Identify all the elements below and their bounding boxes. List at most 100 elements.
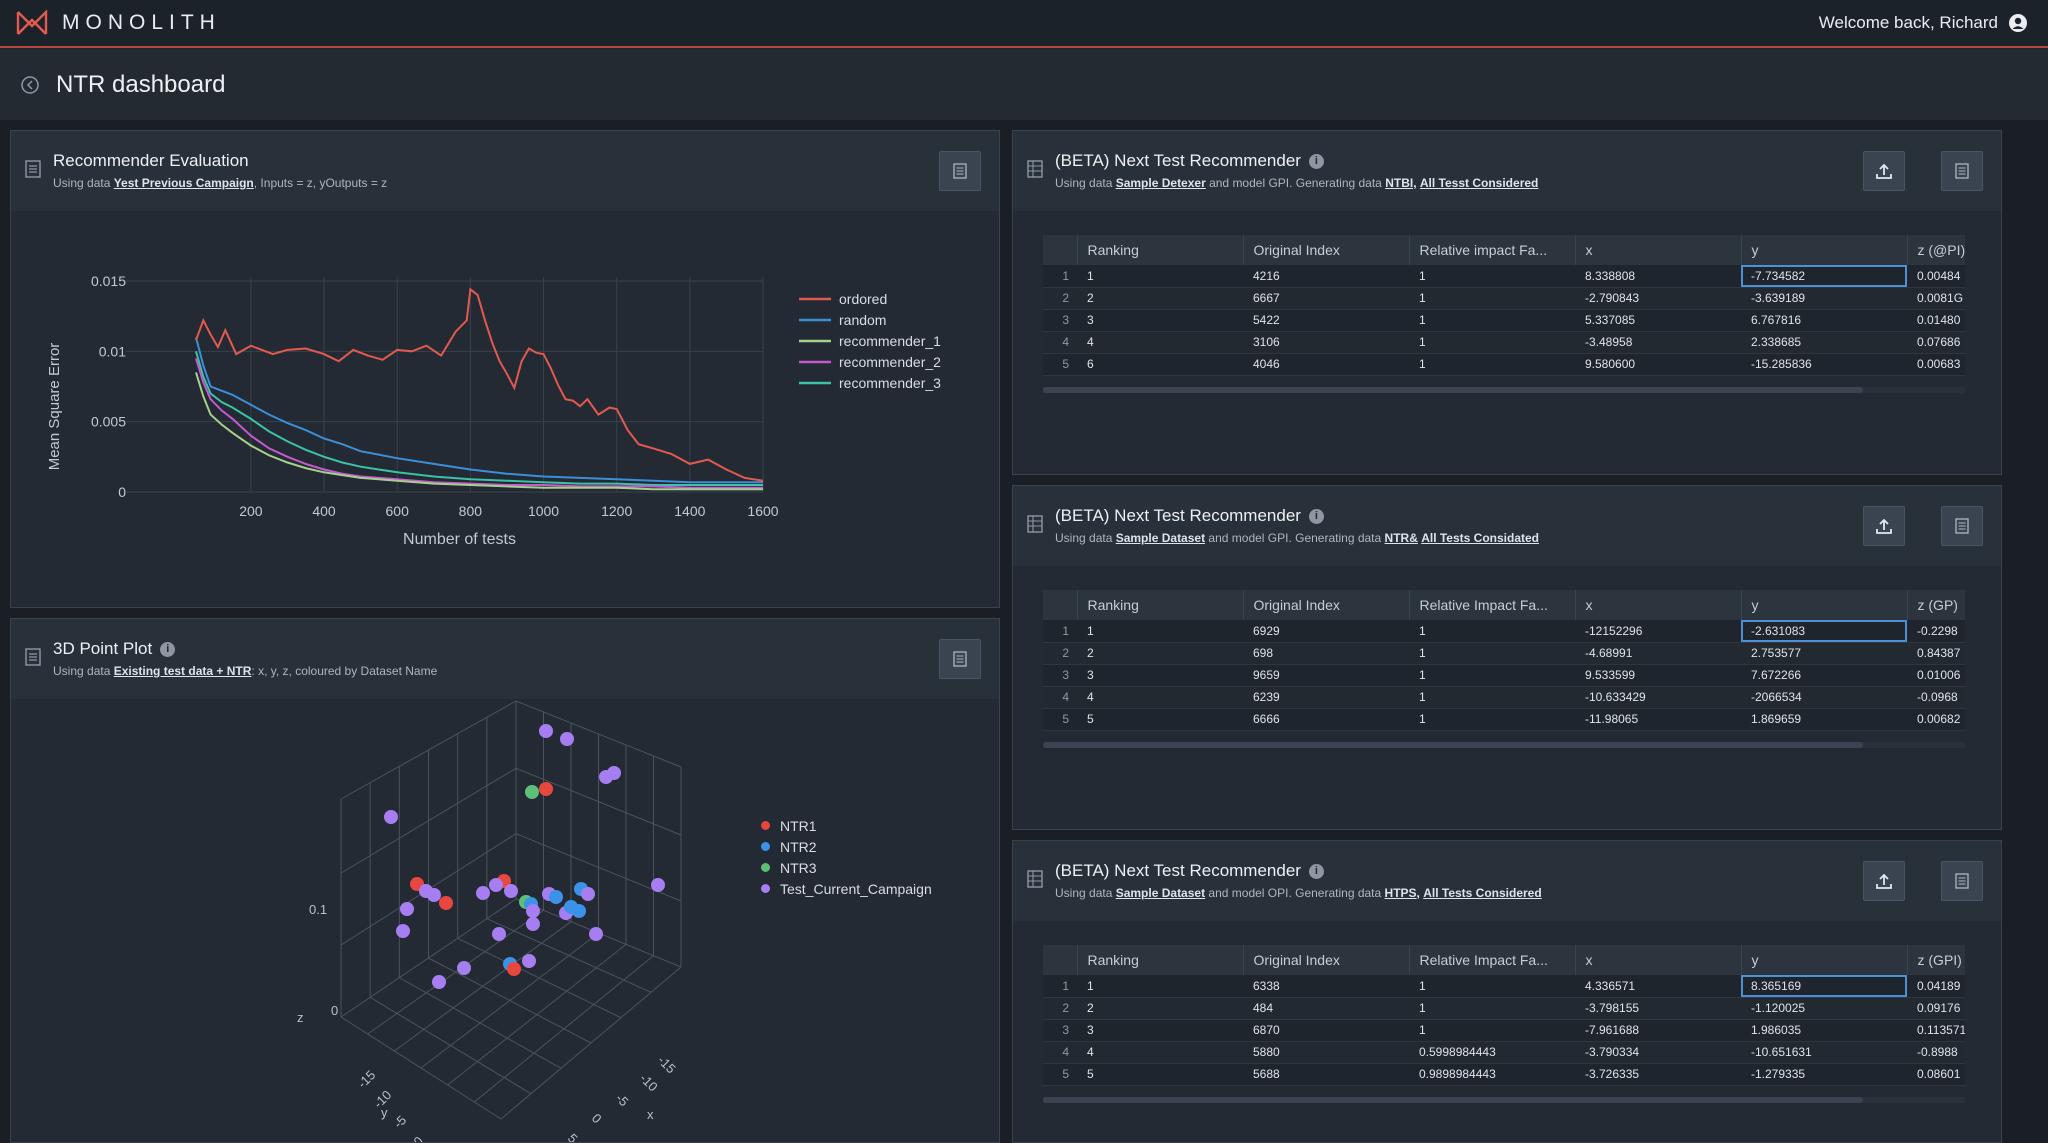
table-cell[interactable]: 5688 [1243, 1063, 1409, 1086]
table-cell[interactable]: -15.285836 [1741, 353, 1907, 376]
info-icon[interactable]: i [160, 641, 176, 657]
horizontal-scrollbar[interactable] [1043, 1097, 1965, 1103]
table-cell[interactable]: 1 [1409, 309, 1575, 332]
table-cell[interactable]: 0.04189 [1907, 975, 1965, 998]
table-cell[interactable]: 484 [1243, 997, 1409, 1020]
table-cell[interactable]: 0.5998984443 [1409, 1041, 1575, 1064]
table-cell[interactable]: 6.767816 [1741, 309, 1907, 332]
table-row[interactable]: 2 2 484 1 -3.798155 -1.120025 0.09176 [1043, 997, 1965, 1020]
table-cell[interactable]: -3.639189 [1741, 287, 1907, 310]
table-cell[interactable]: 9.580600 [1575, 353, 1741, 376]
table-cell[interactable]: 8.338808 [1575, 265, 1741, 288]
table-cell[interactable]: 1 [1077, 975, 1243, 998]
table-cell[interactable]: 5422 [1243, 309, 1409, 332]
table-cell[interactable]: -1.120025 [1741, 997, 1907, 1020]
table-cell[interactable]: -3.726335 [1575, 1063, 1741, 1086]
table-row[interactable]: 4 4 3106 1 -3.48958 2.338685 0.07686 [1043, 331, 1965, 354]
table-row[interactable]: 2 2 6667 1 -2.790843 -3.639189 0.0081G [1043, 287, 1965, 310]
output-link[interactable]: HTPS, [1384, 886, 1420, 900]
dataset-link[interactable]: Yest Previous Campaign [113, 176, 254, 190]
table-cell[interactable]: 3106 [1243, 331, 1409, 354]
table-cell[interactable]: 5 [1077, 1063, 1243, 1086]
back-icon[interactable] [20, 75, 40, 95]
column-header[interactable]: y [1741, 590, 1908, 620]
table-cell[interactable]: 2.753577 [1741, 642, 1907, 665]
table-cell[interactable]: 9.533599 [1575, 664, 1741, 687]
table-cell[interactable]: -12152296 [1575, 620, 1741, 643]
table-cell[interactable]: 0.1135711 [1907, 1019, 1965, 1042]
column-header[interactable]: Relative Impact Fa... [1409, 590, 1576, 620]
table-cell[interactable]: 4.336571 [1575, 975, 1741, 998]
table-cell[interactable]: -11.98065 [1575, 708, 1741, 731]
table-cell[interactable]: 2 [1077, 642, 1243, 665]
table-cell[interactable]: -4.68991 [1575, 642, 1741, 665]
table-cell[interactable]: 0.09176 [1907, 997, 1965, 1020]
table-row[interactable]: 4 4 6239 1 -10.633429 -2066534 -0.0968 [1043, 686, 1965, 709]
table-cell[interactable]: 0.01006 [1907, 664, 1965, 687]
column-header[interactable]: x [1575, 235, 1742, 265]
table-row[interactable]: 1 1 6929 1 -12152296 -2.631083 -0.2298 [1043, 620, 1965, 643]
table-cell[interactable]: 0.9898984443 [1409, 1063, 1575, 1086]
table-cell[interactable]: 5 [1077, 708, 1243, 731]
table-cell[interactable]: 5880 [1243, 1041, 1409, 1064]
scatter-point[interactable] [427, 888, 441, 902]
dataset-link[interactable]: Sample Dataset [1115, 531, 1206, 545]
scatter-point[interactable] [396, 924, 410, 938]
table-cell[interactable]: -3.790334 [1575, 1041, 1741, 1064]
dataset-link[interactable]: Sample Dataset [1115, 886, 1206, 900]
table-cell[interactable]: 1 [1409, 997, 1575, 1020]
report-button[interactable] [1941, 506, 1983, 546]
table-cell[interactable]: 6239 [1243, 686, 1409, 709]
table-cell[interactable]: 1.869659 [1741, 708, 1907, 731]
table-cell[interactable]: 1 [1409, 265, 1575, 288]
table-cell[interactable]: -0.8988 [1907, 1041, 1965, 1064]
table-row[interactable]: 1 1 6338 1 4.336571 8.365169 0.04189 [1043, 975, 1965, 998]
scatter-point[interactable] [607, 766, 621, 780]
column-header[interactable]: z (@PI) [1907, 235, 1965, 265]
table-cell[interactable]: -2.790843 [1575, 287, 1741, 310]
scatter-point[interactable] [439, 896, 453, 910]
scatter-point[interactable] [539, 782, 553, 796]
table-cell[interactable]: -2.631083 [1741, 620, 1907, 643]
report-button[interactable] [939, 639, 981, 679]
table-cell[interactable]: -10.633429 [1575, 686, 1741, 709]
scatter-point[interactable] [476, 886, 490, 900]
table-cell[interactable]: 6929 [1243, 620, 1409, 643]
export-button[interactable] [1863, 861, 1905, 901]
column-header[interactable]: z (GP) [1907, 590, 1965, 620]
table-cell[interactable]: 3 [1077, 309, 1243, 332]
table-cell[interactable]: -3.48958 [1575, 331, 1741, 354]
scrollbar-thumb[interactable] [1043, 387, 1863, 393]
legend-item[interactable]: NTR3 [761, 857, 932, 878]
table-cell[interactable]: 2.338685 [1741, 331, 1907, 354]
report-button[interactable] [1941, 151, 1983, 191]
output-link[interactable]: NTR& [1384, 531, 1418, 545]
table-cell[interactable]: 6666 [1243, 708, 1409, 731]
info-icon[interactable]: i [1308, 153, 1324, 169]
scatter-point[interactable] [492, 927, 506, 941]
table-cell[interactable]: 4 [1077, 1041, 1243, 1064]
scatter-point[interactable] [400, 902, 414, 916]
table-cell[interactable]: 0.08601 [1907, 1063, 1965, 1086]
scatter-point[interactable] [526, 904, 540, 918]
scatter-point[interactable] [549, 890, 563, 904]
report-button[interactable] [1941, 861, 1983, 901]
table-cell[interactable]: 0.00484 [1907, 265, 1965, 288]
table-cell[interactable]: -3.798155 [1575, 997, 1741, 1020]
user-avatar-icon[interactable] [2008, 13, 2028, 33]
table-cell[interactable]: 698 [1243, 642, 1409, 665]
table-cell[interactable]: 1 [1077, 620, 1243, 643]
dataset-link[interactable]: Existing test data + NTR [113, 664, 252, 678]
info-icon[interactable]: i [1308, 863, 1324, 879]
table-row[interactable]: 4 4 5880 0.5998984443 -3.790334 -10.651631 -0.… [1043, 1041, 1965, 1064]
column-header[interactable]: Ranking [1077, 590, 1244, 620]
column-header[interactable]: z (GPI) [1907, 945, 1965, 975]
table-cell[interactable]: 1 [1409, 664, 1575, 687]
report-button[interactable] [939, 151, 981, 191]
column-header[interactable]: y [1741, 235, 1908, 265]
column-header[interactable]: Original Index [1243, 235, 1410, 265]
scatter-point[interactable] [526, 917, 540, 931]
brand[interactable]: MONOLITH [16, 10, 221, 36]
column-header[interactable]: Original Index [1243, 945, 1410, 975]
